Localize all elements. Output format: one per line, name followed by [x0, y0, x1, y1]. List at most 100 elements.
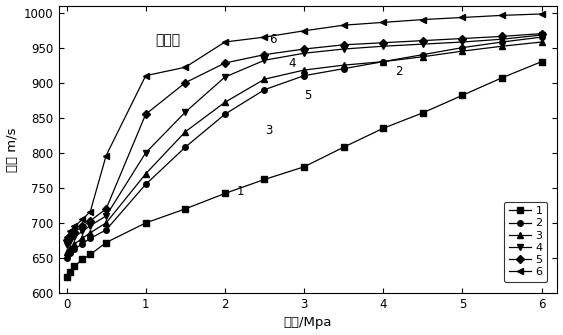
- 1: [71, 264, 78, 268]
- 1: [380, 126, 387, 130]
- 4: [142, 151, 149, 155]
- 5: [499, 35, 506, 39]
- Text: 1: 1: [237, 185, 244, 198]
- 3: [380, 60, 387, 64]
- 3: [221, 100, 228, 104]
- 2: [261, 88, 268, 92]
- 1: [142, 221, 149, 225]
- 5: [380, 41, 387, 45]
- 6: [67, 229, 74, 233]
- 4: [419, 42, 426, 46]
- Line: 3: 3: [64, 39, 544, 255]
- 2: [87, 236, 93, 240]
- 2: [142, 182, 149, 186]
- 2: [102, 228, 109, 232]
- 6: [459, 15, 466, 19]
- 1: [340, 145, 347, 149]
- 4: [380, 44, 387, 48]
- 4: [63, 243, 70, 247]
- 3: [87, 231, 93, 235]
- 2: [63, 256, 70, 260]
- 3: [79, 236, 86, 240]
- 5: [71, 230, 78, 234]
- 2: [459, 46, 466, 50]
- 3: [301, 68, 307, 72]
- 2: [301, 74, 307, 78]
- 5: [261, 53, 268, 57]
- 2: [340, 67, 347, 71]
- Text: 3: 3: [265, 124, 272, 137]
- 4: [71, 235, 78, 239]
- 4: [79, 229, 86, 233]
- 4: [182, 110, 189, 114]
- 4: [67, 239, 74, 243]
- 6: [419, 17, 426, 21]
- 5: [102, 207, 109, 211]
- 6: [221, 40, 228, 44]
- X-axis label: 应力/Mpa: 应力/Mpa: [284, 317, 332, 329]
- 6: [142, 74, 149, 78]
- 1: [63, 275, 70, 279]
- 4: [102, 214, 109, 218]
- 4: [340, 47, 347, 51]
- 2: [71, 247, 78, 251]
- 1: [301, 165, 307, 169]
- 6: [301, 29, 307, 33]
- Legend: 1, 2, 3, 4, 5, 6: 1, 2, 3, 4, 5, 6: [504, 202, 547, 282]
- 2: [221, 112, 228, 116]
- 5: [301, 47, 307, 51]
- 3: [499, 44, 506, 48]
- 6: [261, 35, 268, 39]
- 3: [102, 221, 109, 225]
- 6: [499, 13, 506, 17]
- 6: [71, 224, 78, 228]
- 2: [79, 242, 86, 246]
- 4: [261, 58, 268, 62]
- 1: [419, 111, 426, 115]
- 5: [459, 37, 466, 41]
- 1: [459, 93, 466, 97]
- 6: [538, 12, 545, 16]
- 5: [63, 239, 70, 243]
- 2: [419, 53, 426, 57]
- 2: [499, 40, 506, 44]
- 3: [538, 40, 545, 44]
- 5: [182, 81, 189, 85]
- 5: [340, 43, 347, 47]
- Text: 5: 5: [305, 89, 312, 102]
- Line: 1: 1: [64, 59, 544, 280]
- 5: [87, 219, 93, 223]
- 1: [538, 60, 545, 64]
- Text: 2: 2: [395, 65, 403, 78]
- Line: 2: 2: [64, 34, 544, 261]
- 1: [102, 241, 109, 245]
- 5: [67, 234, 74, 238]
- 3: [182, 130, 189, 134]
- 2: [380, 60, 387, 64]
- 3: [71, 242, 78, 246]
- 3: [419, 55, 426, 59]
- 1: [67, 270, 74, 274]
- 2: [67, 251, 74, 255]
- 1: [79, 257, 86, 261]
- 6: [340, 23, 347, 27]
- 3: [261, 77, 268, 81]
- 3: [63, 250, 70, 254]
- 1: [221, 192, 228, 196]
- Line: 5: 5: [64, 31, 544, 243]
- 2: [538, 35, 545, 39]
- 1: [261, 178, 268, 182]
- 4: [87, 224, 93, 228]
- Line: 6: 6: [64, 11, 544, 240]
- 4: [301, 51, 307, 55]
- 6: [182, 65, 189, 69]
- 2: [182, 145, 189, 149]
- 6: [63, 235, 70, 239]
- 4: [459, 40, 466, 44]
- 4: [499, 37, 506, 41]
- 6: [87, 210, 93, 214]
- 5: [221, 61, 228, 65]
- Text: 石英砂: 石英砂: [156, 33, 181, 47]
- 6: [102, 153, 109, 157]
- 6: [79, 217, 86, 221]
